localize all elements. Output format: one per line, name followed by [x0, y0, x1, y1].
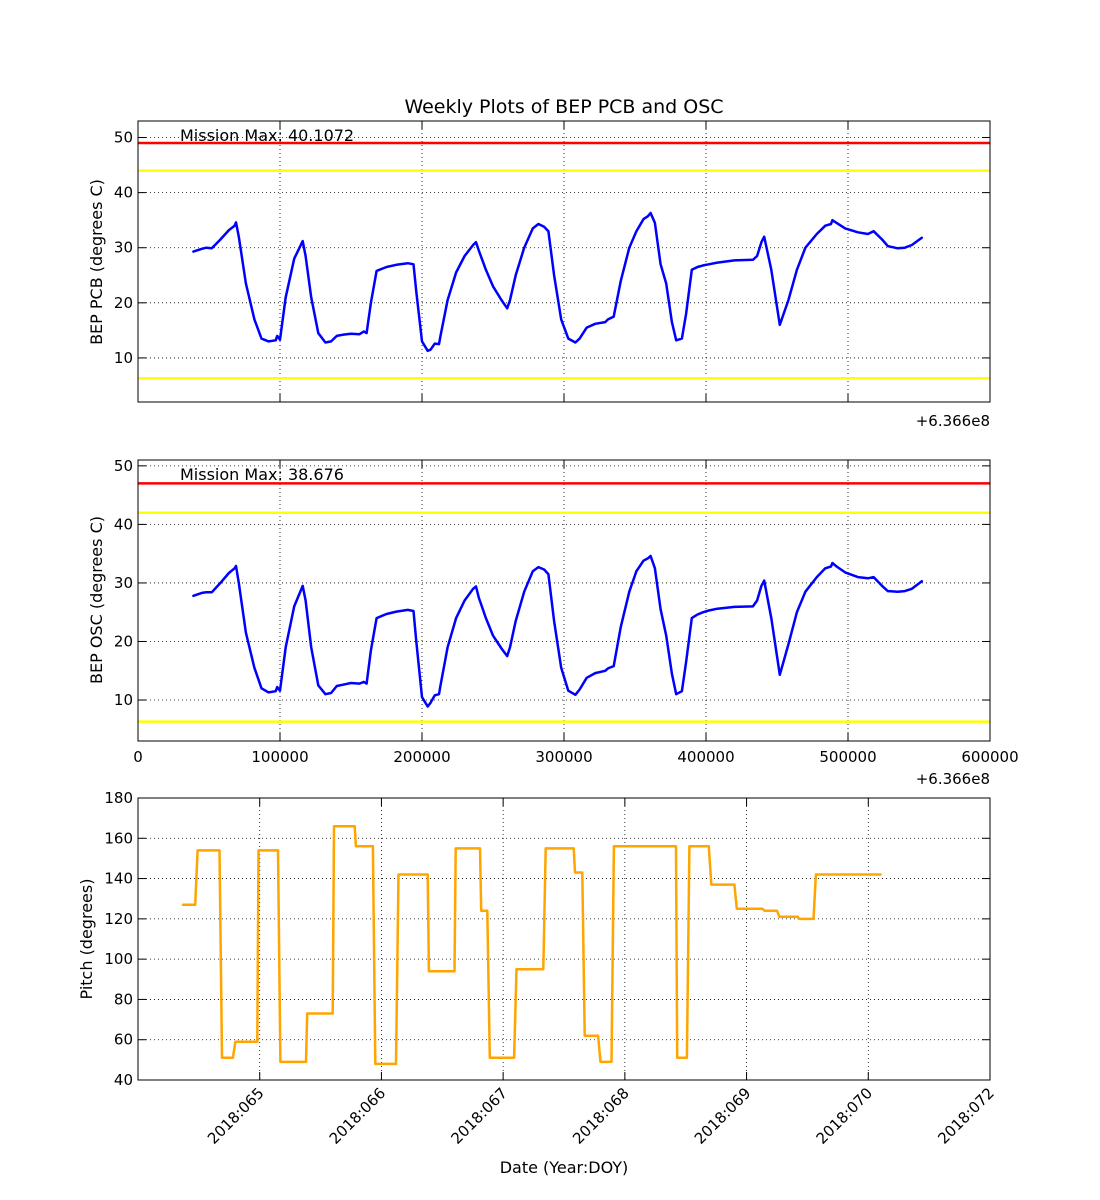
- y-axis-label: BEP OSC (degrees C): [87, 516, 106, 684]
- limit-lines: [138, 141, 990, 380]
- x-tick-label: 400000: [677, 748, 734, 766]
- series-line: [192, 554, 924, 708]
- y-tick-label: 40: [114, 515, 133, 533]
- y-tick-label: 140: [104, 870, 133, 888]
- x-tick-label: 500000: [819, 748, 876, 766]
- mission-max-annotation: Mission Max: 38.676: [180, 465, 344, 484]
- limit-lines: [138, 482, 990, 723]
- x-tick-label: 600000: [961, 748, 1018, 766]
- chart-bep-pcb: Weekly Plots of BEP PCB and OSC 10 20 30 40…: [87, 96, 991, 430]
- x-tick-label: 300000: [535, 748, 592, 766]
- y-tick-label: 30: [114, 574, 133, 592]
- chart-title: Weekly Plots of BEP PCB and OSC: [404, 96, 723, 118]
- series-line: [192, 211, 924, 353]
- y-tick-label: 40: [114, 1071, 133, 1089]
- grid: [138, 460, 990, 741]
- x-tick-label: 0: [133, 748, 143, 766]
- y-tick-label: 20: [114, 294, 133, 312]
- y-tick-label: 20: [114, 632, 133, 650]
- y-axis-label: Pitch (degrees): [77, 879, 96, 1000]
- y-tick-label: 80: [114, 990, 133, 1008]
- x-axis-label: Date (Year:DOY): [500, 1158, 629, 1177]
- y-axis-label: BEP PCB (degrees C): [87, 179, 106, 345]
- y-tick-label: 30: [114, 239, 133, 257]
- y-tick-label: 40: [114, 184, 133, 202]
- y-tick-label: 60: [114, 1031, 133, 1049]
- x-tick-label: 100000: [251, 748, 308, 766]
- series-line: [181, 824, 882, 1066]
- y-tick-label: 10: [114, 691, 133, 709]
- y-tick-label: 50: [114, 457, 133, 475]
- ticks: 0 100000 200000 300000 400000 500000 600000 10 2…: [114, 457, 1019, 766]
- chart-bep-osc: 0 100000 200000 300000 400000 500000 600000 10 2…: [87, 457, 1019, 788]
- mission-max-annotation: Mission Max: 40.1072: [180, 126, 354, 145]
- series-layer: [192, 211, 924, 353]
- y-tick-label: 180: [104, 789, 133, 807]
- y-tick-label: 160: [104, 829, 133, 847]
- ticks: 10 20 30 40 50: [114, 121, 991, 402]
- grid: [138, 121, 990, 402]
- series-layer: [192, 554, 924, 708]
- y-tick-label: 120: [104, 910, 133, 928]
- x-offset-text: +6.366e8: [916, 412, 990, 430]
- y-tick-label: 50: [114, 129, 133, 147]
- y-tick-label: 100: [104, 950, 133, 968]
- series-layer: [181, 824, 882, 1066]
- x-offset-text: +6.366e8: [916, 770, 990, 788]
- plot-frame: [137, 797, 991, 1081]
- y-tick-label: 10: [114, 349, 133, 367]
- grid: [138, 798, 990, 1080]
- x-tick-label: 200000: [393, 748, 450, 766]
